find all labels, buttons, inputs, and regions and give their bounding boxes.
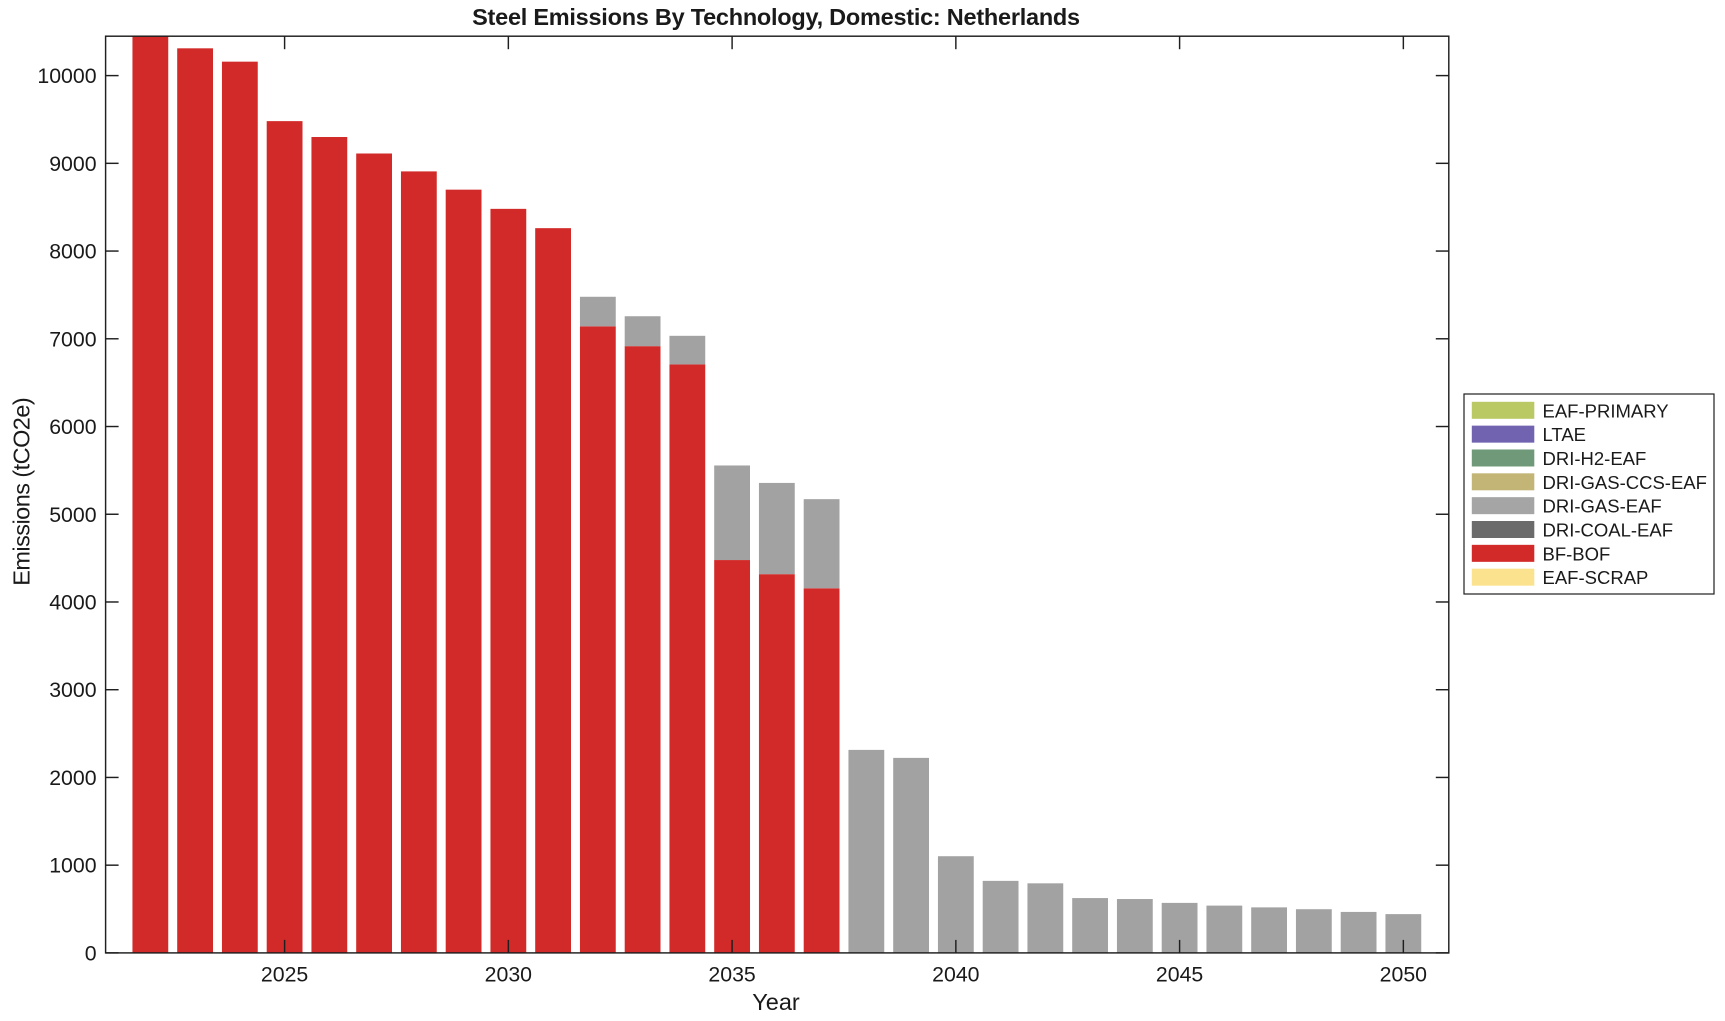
svg-text:Steel Emissions By Technology,: Steel Emissions By Technology, Domestic:… (472, 4, 1080, 30)
svg-text:DRI-COAL-EAF: DRI-COAL-EAF (1543, 520, 1674, 541)
svg-text:2035: 2035 (708, 963, 755, 987)
svg-text:1000: 1000 (49, 854, 97, 878)
svg-text:EAF-SCRAP: EAF-SCRAP (1543, 567, 1649, 588)
svg-text:DRI-GAS-CCS-EAF: DRI-GAS-CCS-EAF (1543, 472, 1707, 493)
svg-text:6000: 6000 (49, 415, 97, 439)
svg-text:2025: 2025 (261, 963, 308, 987)
svg-text:2030: 2030 (485, 963, 533, 987)
svg-text:8000: 8000 (49, 240, 97, 264)
svg-text:2000: 2000 (49, 766, 97, 790)
svg-text:EAF-PRIMARY: EAF-PRIMARY (1543, 400, 1669, 421)
svg-text:7000: 7000 (49, 327, 97, 351)
svg-text:3000: 3000 (49, 678, 97, 702)
svg-text:4000: 4000 (49, 590, 97, 614)
svg-text:2040: 2040 (932, 963, 980, 987)
svg-text:LTAE: LTAE (1543, 424, 1587, 445)
svg-text:2050: 2050 (1380, 963, 1428, 987)
svg-text:BF-BOF: BF-BOF (1543, 543, 1611, 564)
svg-text:9000: 9000 (49, 152, 97, 176)
svg-text:DRI-H2-EAF: DRI-H2-EAF (1543, 448, 1647, 469)
svg-text:10000: 10000 (37, 64, 96, 88)
svg-text:Year: Year (752, 989, 800, 1015)
svg-text:Emissions (tCO2e): Emissions (tCO2e) (9, 398, 35, 586)
svg-text:0: 0 (85, 941, 97, 965)
svg-text:5000: 5000 (49, 503, 97, 527)
svg-text:DRI-GAS-EAF: DRI-GAS-EAF (1543, 496, 1662, 517)
svg-text:2045: 2045 (1156, 963, 1203, 987)
